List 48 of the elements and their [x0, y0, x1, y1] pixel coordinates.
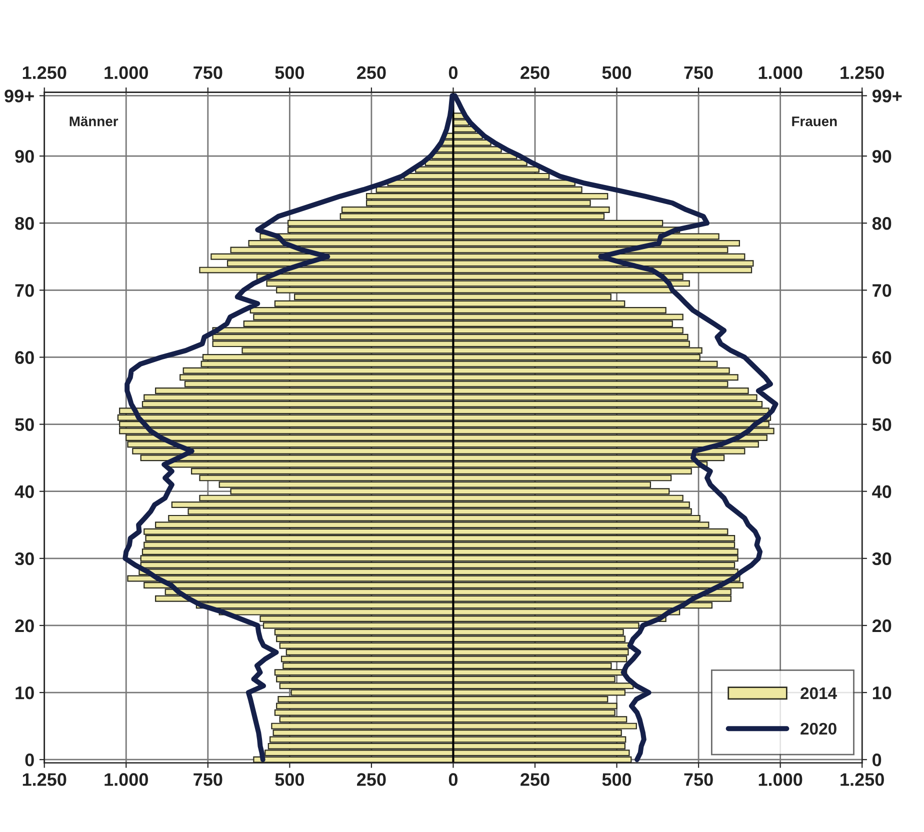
annotation: Männer: [70, 116, 118, 126]
x2-tick-label: 1.250: [22, 66, 66, 80]
x2-tick-label: 0: [448, 66, 458, 80]
y2-tick-label: 70: [15, 284, 34, 297]
y2-tick-label: 10: [16, 686, 34, 700]
y2-tick-label: 90: [15, 150, 34, 163]
y-tick-label: 60: [872, 351, 892, 364]
x2-tick-label: 750: [194, 66, 222, 80]
y-tick-label: 50: [872, 418, 892, 432]
y2-tick-label: 99+: [4, 90, 34, 102]
y-tick-label: 20: [872, 619, 892, 632]
x2-tick-label: 1.000: [758, 66, 802, 80]
y-tick-label: 30: [872, 552, 892, 566]
x2-tick-label: 250: [520, 66, 550, 80]
y2-tick-label: 50: [15, 418, 34, 432]
y2-tick-label: 0: [25, 754, 34, 766]
x2-tick-label: 500: [275, 66, 304, 80]
x-tick-label: 1.000: [758, 773, 802, 786]
y-tick-label: 10: [872, 686, 892, 700]
x-tick-label: 750: [684, 773, 713, 786]
x-tick-label: 750: [194, 773, 222, 786]
x2-tick-label: 250: [357, 66, 386, 80]
x-tick-label: 250: [520, 773, 550, 786]
x-tick-label: 1.250: [22, 773, 66, 786]
x-tick-label: 1.250: [840, 773, 884, 786]
x2-tick-label: 1.250: [840, 66, 884, 80]
y-tick-label: 80: [872, 217, 892, 230]
x-tick-label: 1.000: [104, 773, 148, 786]
x2-tick-label: 750: [684, 66, 713, 80]
y-tick-label: 40: [872, 485, 892, 498]
x-tick-label: 0: [448, 773, 458, 786]
x2-tick-label: 500: [602, 66, 632, 80]
y-tick-label: 70: [872, 284, 892, 297]
x-tick-label: 500: [602, 773, 632, 786]
legend-label: 2014: [800, 687, 838, 700]
legend-label: 2020: [800, 722, 836, 735]
x2-tick-label: 1.000: [104, 66, 148, 80]
y-tick-label: 0: [872, 754, 882, 766]
x-tick-label: 250: [357, 773, 386, 786]
x-tick-label: 500: [275, 773, 304, 786]
y2-tick-label: 30: [14, 552, 34, 566]
annotation: Frauen: [792, 116, 837, 126]
y-tick-label: 99+: [872, 90, 902, 102]
y2-tick-label: 60: [15, 351, 34, 364]
y2-tick-label: 20: [15, 619, 34, 632]
y2-tick-label: 80: [15, 217, 34, 230]
y2-tick-label: 40: [14, 485, 34, 498]
y-tick-label: 90: [872, 150, 892, 163]
